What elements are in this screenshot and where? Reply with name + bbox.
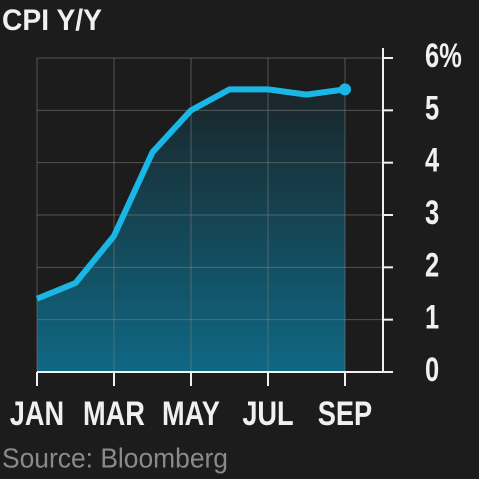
source-note: Source: Bloomberg bbox=[2, 442, 228, 473]
x-tick-label: JUL bbox=[242, 394, 293, 433]
y-tick-label: 0 bbox=[425, 352, 439, 389]
line bbox=[35, 86, 346, 302]
x-tick-label: MAR bbox=[83, 394, 145, 433]
chart-title: CPI Y/Y bbox=[2, 4, 102, 37]
y-tick-label: 6% bbox=[425, 38, 462, 75]
end-marker bbox=[339, 83, 351, 96]
y-tick-label: 3 bbox=[425, 195, 439, 232]
y-tick-label: 5 bbox=[425, 90, 439, 127]
x-tick-label: JAN bbox=[10, 394, 64, 433]
y-tick-label: 1 bbox=[425, 299, 439, 336]
y-tick-label: 4 bbox=[425, 142, 439, 179]
y-tick-label: 2 bbox=[425, 247, 439, 284]
x-tick-label: SEP bbox=[318, 394, 372, 433]
x-tick-label: MAY bbox=[162, 394, 220, 433]
